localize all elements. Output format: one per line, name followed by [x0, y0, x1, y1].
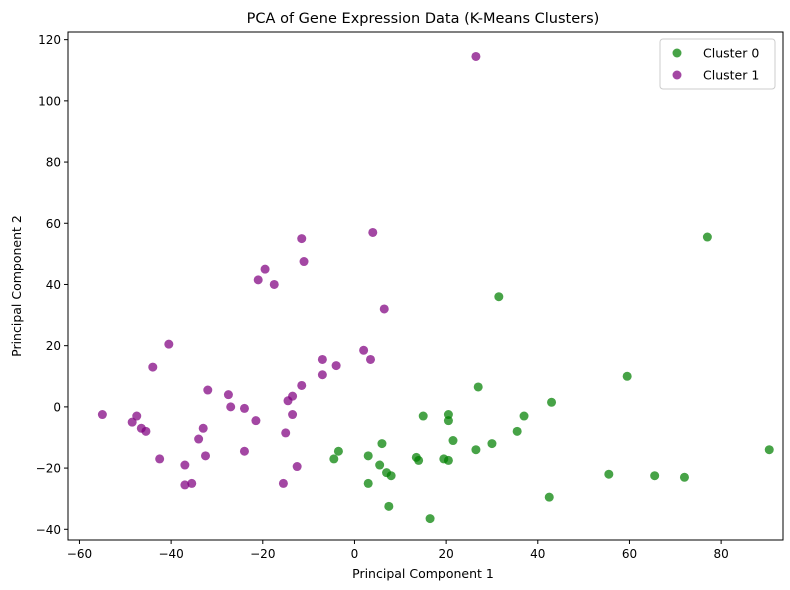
data-point-cluster-0-10 — [448, 436, 458, 446]
data-point-cluster-0-28 — [363, 478, 373, 488]
data-point-cluster-1-2 — [297, 234, 307, 244]
x-axis: −60 −40 −20 0 20 40 60 80 — [67, 540, 729, 561]
data-point-cluster-0-2 — [622, 371, 632, 381]
data-point-cluster-1-33 — [155, 454, 165, 464]
data-point-cluster-0-29 — [544, 492, 554, 502]
data-point-cluster-1-15 — [297, 380, 307, 390]
y-axis: −40 −20 0 20 40 60 80 100 120 — [36, 33, 68, 537]
data-point-cluster-1-34 — [239, 446, 249, 456]
data-point-cluster-1-31 — [194, 434, 204, 444]
data-point-cluster-0-24 — [386, 471, 396, 481]
y-tick-label-5: 60 — [46, 217, 61, 231]
data-point-cluster-1-28 — [251, 416, 261, 426]
data-point-cluster-1-30 — [281, 428, 291, 438]
legend: Cluster 0 Cluster 1 — [659, 38, 776, 90]
data-point-cluster-0-31 — [425, 514, 435, 524]
data-point-cluster-1-3 — [299, 257, 309, 267]
data-point-cluster-0-19 — [414, 455, 424, 465]
data-point-cluster-0-9 — [512, 426, 522, 436]
x-tick-label-4: 20 — [438, 547, 453, 561]
y-tick-label-7: 100 — [38, 94, 61, 108]
data-point-cluster-1-22 — [132, 411, 142, 421]
data-point-cluster-0-16 — [329, 454, 339, 464]
data-point-cluster-1-10 — [148, 362, 158, 372]
data-point-cluster-1-29 — [198, 423, 208, 433]
data-point-cluster-1-36 — [292, 462, 302, 472]
data-point-cluster-1-20 — [97, 410, 107, 420]
data-point-cluster-0-11 — [377, 439, 387, 449]
data-point-cluster-1-39 — [278, 478, 288, 488]
data-point-cluster-0-25 — [604, 469, 614, 479]
chart-title: PCA of Gene Expression Data (K-Means Clu… — [247, 11, 600, 27]
data-point-cluster-1-11 — [317, 354, 327, 364]
data-point-cluster-1-35 — [180, 460, 190, 470]
x-tick-label-5: 40 — [530, 547, 545, 561]
data-point-cluster-1-9 — [359, 345, 369, 355]
data-point-cluster-1-7 — [379, 304, 389, 314]
data-point-cluster-0-17 — [363, 451, 373, 461]
data-point-cluster-0-30 — [384, 501, 394, 511]
x-tick-label-6: 60 — [622, 547, 637, 561]
data-point-cluster-1-14 — [317, 370, 327, 380]
data-point-cluster-1-4 — [260, 264, 270, 274]
data-point-cluster-0-14 — [764, 445, 774, 455]
data-point-cluster-0-8 — [443, 416, 453, 426]
data-point-cluster-1-13 — [331, 361, 341, 371]
data-point-cluster-0-12 — [487, 439, 497, 449]
x-tick-label-7: 80 — [713, 547, 728, 561]
x-axis-label: Principal Component 1 — [352, 566, 494, 581]
data-point-cluster-0-7 — [519, 411, 529, 421]
x-tick-label-1: −40 — [158, 547, 183, 561]
data-point-cluster-1-0 — [471, 51, 481, 61]
x-tick-label-3: 0 — [351, 547, 359, 561]
data-point-cluster-1-6 — [269, 279, 279, 289]
data-point-cluster-1-38 — [187, 478, 197, 488]
data-point-cluster-1-5 — [253, 275, 263, 285]
data-point-cluster-1-25 — [226, 402, 236, 412]
data-point-cluster-0-26 — [650, 471, 660, 481]
legend-marker-1 — [672, 70, 682, 80]
data-point-cluster-1-32 — [201, 451, 210, 461]
data-point-cluster-1-27 — [288, 410, 298, 420]
data-point-cluster-1-8 — [164, 339, 174, 349]
data-point-cluster-1-12 — [366, 354, 375, 364]
data-point-cluster-1-37 — [180, 480, 190, 490]
y-tick-label-3: 20 — [46, 339, 61, 353]
y-tick-label-1: −20 — [36, 462, 61, 476]
plot-area-frame — [67, 31, 784, 541]
y-tick-label-8: 120 — [38, 33, 61, 47]
y-tick-label-0: −40 — [36, 523, 61, 537]
legend-label-0: Cluster 0 — [703, 46, 759, 61]
points-layer — [97, 51, 774, 524]
y-tick-label-6: 80 — [46, 156, 61, 170]
data-point-cluster-0-4 — [547, 397, 557, 407]
data-point-cluster-0-21 — [443, 455, 453, 465]
data-point-cluster-1-17 — [223, 390, 233, 400]
legend-marker-0 — [672, 48, 682, 58]
y-tick-label-4: 40 — [46, 278, 61, 292]
x-tick-label-0: −60 — [67, 547, 92, 561]
data-point-cluster-0-5 — [418, 411, 428, 421]
data-point-cluster-0-15 — [333, 446, 343, 456]
legend-box — [659, 38, 776, 90]
data-point-cluster-0-27 — [679, 472, 689, 482]
y-tick-label-2: 0 — [53, 400, 61, 414]
legend-label-1: Cluster 1 — [703, 68, 759, 83]
data-point-cluster-1-26 — [239, 403, 249, 413]
data-point-cluster-1-21 — [127, 417, 137, 427]
data-point-cluster-0-13 — [471, 445, 481, 455]
data-point-cluster-0-1 — [494, 292, 504, 302]
x-tick-label-2: −20 — [250, 547, 275, 561]
data-point-cluster-1-19 — [283, 396, 293, 406]
data-point-cluster-1-24 — [141, 426, 151, 436]
data-point-cluster-1-1 — [368, 227, 378, 237]
data-point-cluster-0-0 — [702, 232, 712, 242]
data-point-cluster-0-3 — [473, 382, 483, 392]
data-point-cluster-1-16 — [203, 385, 213, 395]
y-axis-label: Principal Component 2 — [9, 215, 24, 357]
data-point-cluster-0-22 — [375, 460, 385, 470]
